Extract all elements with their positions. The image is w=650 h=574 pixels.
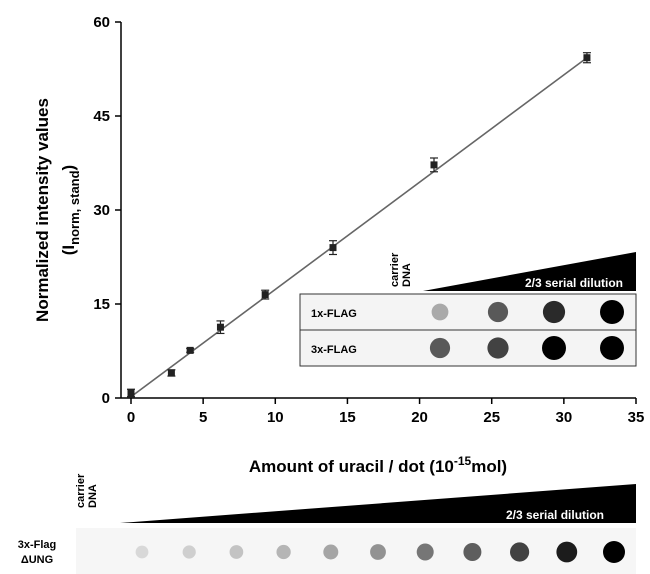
inset-dot [600,336,624,360]
y-tick-label: 60 [93,14,110,31]
inset-dilution-label: 2/3 serial dilution [525,276,623,290]
bottom-dot [370,544,386,560]
bottom-dot [135,545,149,559]
bottom-dot [182,545,196,559]
x-tick-label: 35 [628,409,645,426]
bottom-dot [229,545,244,559]
y-axis-title-line2: (Inorm, stand) [59,165,82,255]
x-tick-label: 25 [483,409,500,426]
x-tick-label: 0 [127,409,135,426]
inset-row1-label: 1x-FLAG [311,308,357,320]
x-tick-label: 5 [199,409,207,426]
inset-dot [542,336,566,360]
inset-blot: carrier DNA 2/3 serial dilution 1x-FLAG … [299,252,637,367]
inset-dots [429,300,624,360]
inset-dot [600,300,624,324]
x-tick-label: 10 [267,409,284,426]
data-point [583,54,591,62]
y-axis-title: Normalized intensity values (Inorm, stan… [33,98,82,322]
y-tick-label: 0 [102,390,110,407]
data-point [127,389,135,397]
inset-dot [487,337,509,359]
inset-dot [431,303,449,321]
inset-dot [487,301,509,323]
inset-dot [542,300,566,324]
y-tick-label: 15 [93,296,110,313]
bottom-dot [416,543,434,561]
bottom-dot [323,544,339,560]
bottom-dot [463,543,482,561]
inset-carrier-label-line1: carrier [389,252,401,287]
bottom-strip [76,528,636,574]
bottom-dot [603,541,625,563]
inset-row2-strip [299,329,637,367]
data-point [186,346,194,354]
x-ticks: 0 5 10 15 20 25 30 35 [127,398,645,426]
inset-dot [429,337,451,359]
fit-line [130,57,588,398]
bottom-blot: carrier DNA 2/3 serial dilution 3x-Flag … [18,473,636,574]
x-tick-label: 20 [411,409,428,426]
y-ticks: 0 15 30 45 60 [93,14,121,407]
y-axis-title-line1: Normalized intensity values [33,98,52,322]
bottom-dot [276,544,291,560]
bottom-dilution-wedge [120,484,636,523]
bottom-row-label-line1: 3x-Flag [18,539,57,551]
bottom-row-label-line2: ΔUNG [21,554,53,566]
data-point [329,244,337,252]
inset-row2-label: 3x-FLAG [311,344,357,356]
data-point [216,323,224,331]
data-points [127,52,591,398]
y-tick-label: 30 [93,202,110,219]
data-point [261,291,269,299]
data-point [167,369,175,377]
bottom-carrier-label-line2: DNA [87,484,99,508]
bottom-dot [556,541,578,563]
bottom-dot [509,542,530,562]
inset-row1-strip [299,293,637,331]
fit-line-group [130,57,588,398]
x-tick-label: 15 [339,409,356,426]
y-tick-label: 45 [93,108,110,125]
x-axis-title: Amount of uracil / dot (10-15mol) [249,454,507,476]
bottom-carrier-label-line1: carrier [75,473,87,508]
bottom-dilution-label: 2/3 serial dilution [506,508,604,522]
inset-carrier-label-line2: DNA [401,263,413,287]
bottom-dots [135,541,625,563]
data-point [430,161,438,169]
x-tick-label: 30 [556,409,573,426]
inset-dilution-wedge [423,252,636,291]
